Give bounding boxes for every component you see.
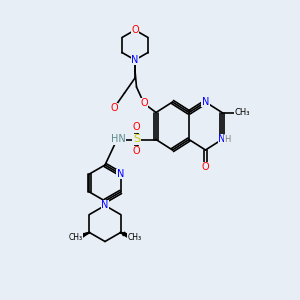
Text: CH₃: CH₃ [68, 232, 83, 242]
Polygon shape [78, 232, 89, 239]
Text: HN: HN [111, 134, 126, 145]
Text: H: H [224, 135, 231, 144]
Text: O: O [133, 122, 140, 133]
Text: O: O [131, 25, 139, 35]
Text: CH₃: CH₃ [128, 232, 142, 242]
Text: N: N [131, 55, 139, 65]
Text: N: N [117, 169, 124, 179]
Text: O: O [202, 162, 209, 172]
Text: S: S [133, 134, 140, 145]
Text: O: O [140, 98, 148, 109]
Text: N: N [101, 200, 109, 211]
Text: N: N [202, 97, 209, 107]
Text: N: N [218, 134, 226, 145]
Polygon shape [121, 232, 132, 239]
Text: CH₃: CH₃ [234, 108, 250, 117]
Text: O: O [133, 146, 140, 157]
Text: O: O [110, 103, 118, 113]
